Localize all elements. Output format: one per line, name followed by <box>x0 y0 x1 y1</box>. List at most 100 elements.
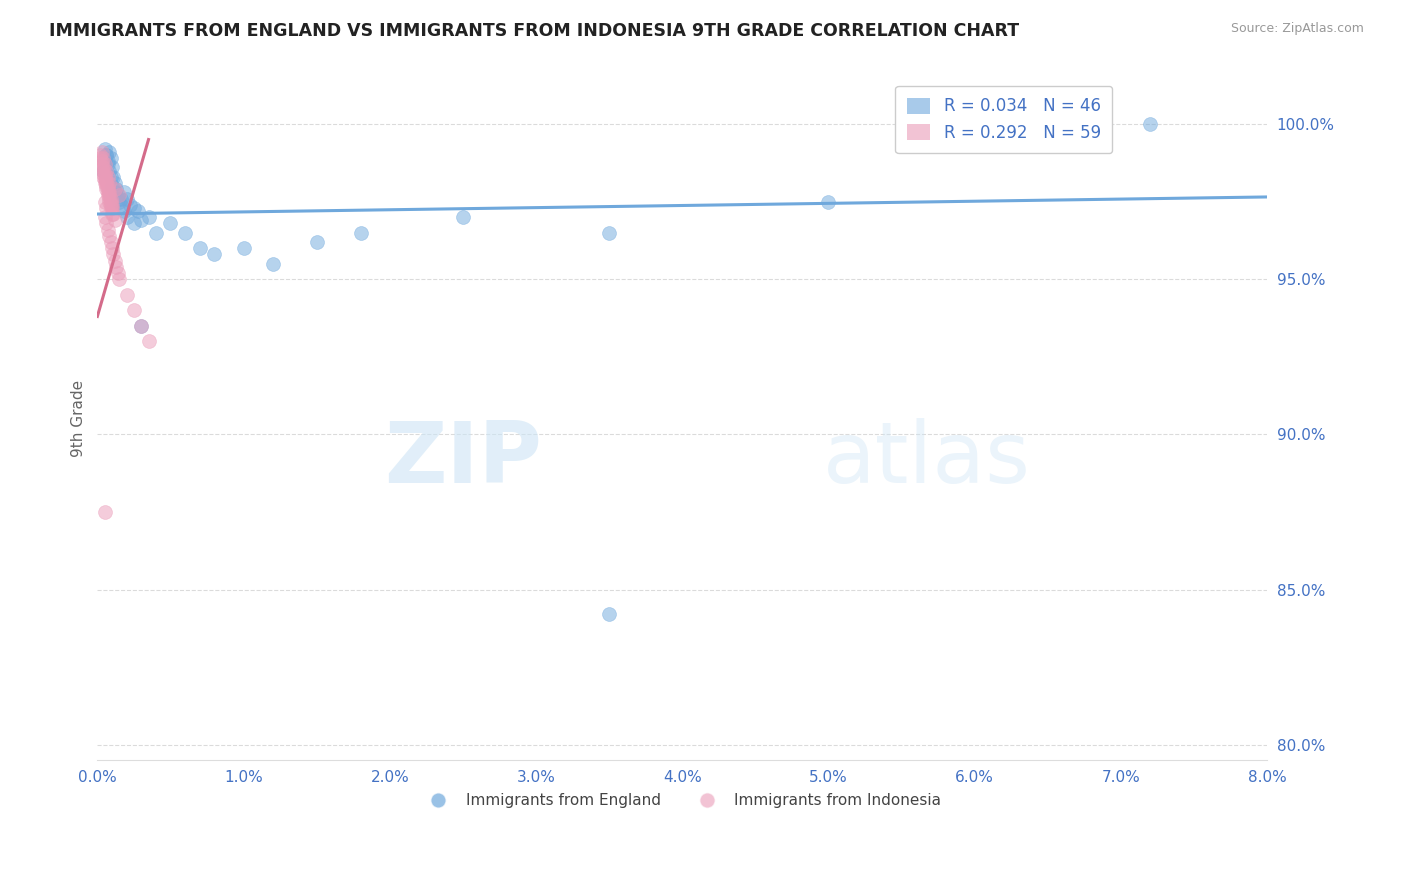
Point <box>93 169 115 184</box>
Point <box>101 201 124 215</box>
Point <box>101 207 124 221</box>
Point <box>100 169 122 184</box>
Point <box>93 157 115 171</box>
Point <box>100 201 122 215</box>
Point <box>145 226 167 240</box>
Point <box>91 163 114 178</box>
Point <box>138 334 160 349</box>
Point <box>98 145 121 159</box>
Point <box>188 241 211 255</box>
Point <box>94 216 117 230</box>
Point <box>122 216 145 230</box>
Point <box>1139 117 1161 131</box>
Point <box>104 182 127 196</box>
Point <box>90 145 112 159</box>
Point <box>129 318 152 333</box>
Point <box>93 154 115 169</box>
Point <box>100 198 122 212</box>
Point <box>105 260 128 274</box>
Point <box>98 228 121 243</box>
Point <box>118 198 141 212</box>
Text: Source: ZipAtlas.com: Source: ZipAtlas.com <box>1230 22 1364 36</box>
Point <box>100 235 122 249</box>
Point <box>122 303 145 318</box>
Point <box>91 167 114 181</box>
Point <box>98 176 121 190</box>
Point <box>97 188 120 202</box>
Point <box>90 154 112 169</box>
Point <box>115 210 138 224</box>
Legend: Immigrants from England, Immigrants from Indonesia: Immigrants from England, Immigrants from… <box>418 787 948 814</box>
Point <box>101 179 124 194</box>
Point <box>451 210 474 224</box>
Point <box>100 151 122 165</box>
Point <box>89 148 111 162</box>
Point <box>98 192 121 206</box>
Point <box>598 607 620 622</box>
Point <box>305 235 328 249</box>
Text: atlas: atlas <box>823 418 1031 501</box>
Point <box>93 505 115 519</box>
Point <box>104 253 127 268</box>
Point <box>91 151 114 165</box>
Point <box>94 173 117 187</box>
Point <box>97 179 120 194</box>
Point <box>93 210 115 224</box>
Point <box>94 163 117 178</box>
Point <box>90 157 112 171</box>
Point <box>93 167 115 181</box>
Point <box>98 163 121 178</box>
Point <box>103 207 125 221</box>
Point <box>107 192 129 206</box>
Point <box>108 194 131 209</box>
Point <box>90 161 112 175</box>
Point <box>108 272 131 286</box>
Point <box>104 213 127 227</box>
Point <box>232 241 254 255</box>
Point <box>174 226 197 240</box>
Point <box>97 186 120 200</box>
Point <box>108 188 131 202</box>
Point <box>101 161 124 175</box>
Point <box>127 203 149 218</box>
Point <box>202 247 225 261</box>
Point <box>101 241 124 255</box>
Point <box>115 192 138 206</box>
Point <box>110 198 132 212</box>
Point <box>104 186 127 200</box>
Point <box>138 210 160 224</box>
Point <box>349 226 371 240</box>
Point <box>129 318 152 333</box>
Point <box>89 151 111 165</box>
Point <box>93 173 115 187</box>
Point <box>122 201 145 215</box>
Point <box>98 188 121 202</box>
Point <box>91 163 114 178</box>
Point <box>115 287 138 301</box>
Point <box>91 161 114 175</box>
Point <box>94 179 117 194</box>
Point <box>103 169 125 184</box>
Point <box>107 188 129 202</box>
Point <box>97 222 120 236</box>
Point <box>159 216 181 230</box>
Y-axis label: 9th Grade: 9th Grade <box>72 380 86 458</box>
Point <box>98 194 121 209</box>
Point <box>105 182 128 196</box>
Point <box>598 226 620 240</box>
Point <box>97 169 120 184</box>
Point <box>103 247 125 261</box>
Point <box>107 266 129 280</box>
Point <box>94 182 117 196</box>
Point <box>93 176 115 190</box>
Text: ZIP: ZIP <box>384 418 541 501</box>
Point <box>97 154 120 169</box>
Point <box>262 257 284 271</box>
Point <box>100 194 122 209</box>
Point <box>94 176 117 190</box>
Point <box>129 213 152 227</box>
Point <box>91 169 114 184</box>
Point <box>97 157 120 171</box>
Point <box>817 194 839 209</box>
Point <box>94 148 117 162</box>
